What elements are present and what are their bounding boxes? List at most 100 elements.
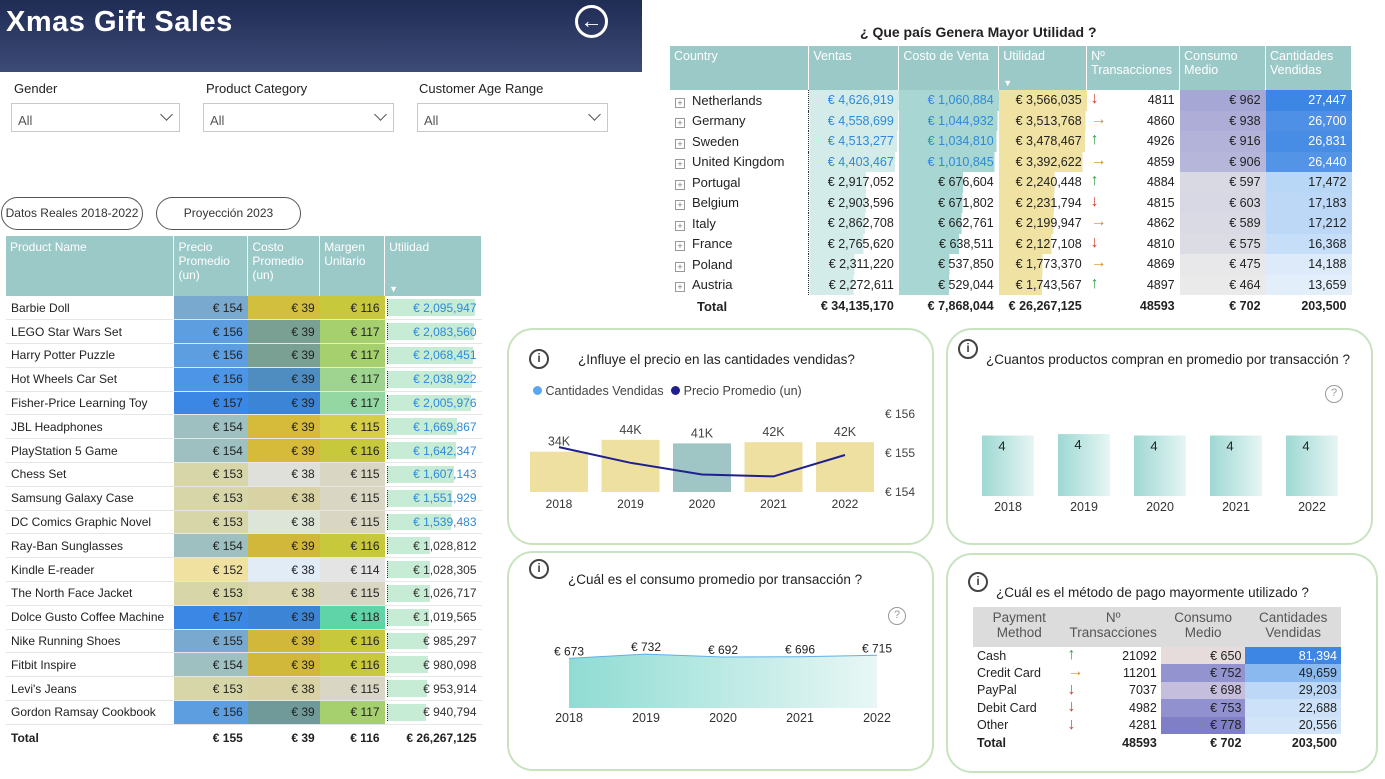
col-consumo-medio[interactable]: Consumo Medio [1160,607,1246,647]
area-consumo[interactable] [569,654,877,708]
table-row[interactable]: The North Face Jacket € 153 € 38 € 115 € 1,0… [6,581,482,606]
table-row[interactable]: DC Comics Graphic Novel € 153 € 38 € 115 € 1… [6,510,482,535]
expand-icon[interactable]: + [675,159,685,170]
help-icon[interactable]: ? [1325,385,1343,403]
table-row[interactable]: PlayStation 5 Game € 154 € 39 € 116 € 1,642,… [6,438,482,464]
expand-icon[interactable]: + [675,261,685,272]
col-costo-venta[interactable]: Costo de Venta [898,46,1000,90]
table-row[interactable]: + United Kingdom € 4,403,467 € 1,010,845 € 3… [670,151,1352,173]
col-country[interactable]: Country [670,46,810,90]
country-name[interactable]: + Austria [670,275,809,296]
col-product-name[interactable]: Product Name [6,236,175,296]
table-row[interactable]: + Sweden € 4,513,277 € 1,034,810 € 3,478,467… [670,131,1352,152]
bar-productos[interactable] [982,435,1034,496]
country-name[interactable]: + France [670,234,809,255]
trend-down-arrow-icon: ↓ [1067,680,1076,698]
col-costo[interactable]: Costo Promedio (un) [247,236,321,296]
table-row[interactable]: Hot Wheels Car Set € 156 € 39 € 117 € 2,038,… [6,367,482,392]
table-row[interactable]: + Germany € 4,558,699 € 1,044,932 € 3,513,76… [670,110,1352,132]
table-row[interactable]: Credit Card → 11201 € 752 49,659 [973,664,1341,682]
costo-cell: € 39 [247,391,320,416]
table-row[interactable]: + Portugal € 2,917,052 € 676,604 € 2,240,448… [670,172,1352,193]
table-row[interactable]: Samsung Galaxy Case € 153 € 38 € 115 € 1,551… [6,486,482,511]
table-row[interactable]: + Italy € 2,862,708 € 662,761 € 2,199,947 → 48… [670,213,1352,234]
bar-productos[interactable] [1210,435,1262,496]
col-payment-method[interactable]: Payment Method [973,607,1066,647]
table-row[interactable]: Fitbit Inspire € 154 € 39 € 116 € 980,098 [6,652,482,678]
info-icon[interactable]: i [958,339,978,359]
projection-button[interactable]: Proyección 2023 [156,197,301,230]
country-label: Netherlands [692,92,763,108]
bar-cantidades[interactable] [673,443,731,492]
expand-icon[interactable]: + [675,200,685,211]
bar-productos[interactable] [1134,435,1186,496]
precio-cell: € 152 [173,557,248,583]
country-name[interactable]: + Portugal [670,172,809,193]
col-ventas[interactable]: Ventas [808,46,900,90]
bar-productos[interactable] [1286,435,1338,496]
col-utilidad[interactable]: Utilidad ▼ [384,236,482,296]
gender-dropdown[interactable]: All [11,103,180,132]
table-row[interactable]: Other ↓ 4281 € 778 20,556 [973,716,1341,734]
category-dropdown[interactable]: All [203,103,394,132]
col-cantidades[interactable]: Cantidades Vendidas [1265,46,1352,90]
col-transacciones[interactable]: Nº Transacciones [1065,607,1161,647]
table-row[interactable]: Barbie Doll € 154 € 39 € 116 € 2,095,947 [6,296,482,321]
col-margen[interactable]: Margen Unitario [319,236,386,296]
table-row[interactable]: Kindle E-reader € 152 € 38 € 114 € 1,028,305 [6,557,482,583]
expand-icon[interactable]: + [675,118,685,129]
country-name[interactable]: + Sweden [670,131,809,152]
age-range-dropdown[interactable]: All [417,103,608,132]
table-row[interactable]: + Netherlands € 4,626,919 € 1,060,884 € 3,56… [670,90,1352,111]
table-row[interactable]: Debit Card ↓ 4982 € 753 22,688 [973,699,1341,717]
expand-icon[interactable]: + [675,179,685,190]
bar-productos[interactable] [1058,434,1110,496]
table-row[interactable]: Dolce Gusto Coffee Machine € 157 € 39 € 118… [6,605,482,630]
table-row[interactable]: Fisher-Price Learning Toy € 157 € 39 € 117 €… [6,391,482,416]
table-row[interactable]: + Belgium € 2,903,596 € 671,802 € 2,231,794 ↓… [670,192,1352,214]
country-name[interactable]: + Italy [670,213,809,234]
table-row[interactable]: PayPal ↓ 7037 € 698 29,203 [973,680,1341,700]
consumo-cell: € 753 [1160,699,1246,717]
expand-icon[interactable]: + [675,97,685,108]
trend-up-arrow-icon: ↑ [1090,131,1099,148]
table-row[interactable]: Harry Potter Puzzle € 156 € 39 € 117 € 2,068… [6,343,482,368]
bar-cantidades[interactable] [530,451,588,492]
table-row[interactable]: Cash ↑ 21092 € 650 81,394 [973,647,1341,665]
table-row[interactable]: JBL Headphones € 154 € 39 € 115 € 1,669,867 [6,414,482,440]
col-transacciones[interactable]: Nº Transacciones [1086,46,1181,90]
table-row[interactable]: Ray-Ban Sunglasses € 154 € 39 € 116 € 1,028,… [6,533,482,559]
country-name[interactable]: + Poland [670,254,809,275]
col-cantidades[interactable]: Cantidades Vendidas [1245,607,1341,647]
back-button[interactable]: ← [575,5,608,38]
real-data-button[interactable]: Datos Reales 2018-2022 [1,197,143,230]
country-name[interactable]: + Germany [670,111,809,132]
country-name[interactable]: + United Kingdom [670,152,809,173]
table-row[interactable]: + Austria € 2,272,611 € 529,044 € 1,743,567 ↑… [670,274,1352,296]
table-row[interactable]: LEGO Star Wars Set € 156 € 39 € 117 € 2,083,… [6,319,482,345]
help-icon[interactable]: ? [888,607,906,625]
expand-icon[interactable]: + [675,138,685,149]
col-consumo-medio[interactable]: Consumo Medio [1179,46,1267,90]
expand-icon[interactable]: + [675,282,685,293]
expand-icon[interactable]: + [675,241,685,252]
expand-icon[interactable]: + [675,220,685,231]
table-row[interactable]: + Poland € 2,311,220 € 537,850 € 1,773,370 → 4… [670,254,1352,275]
info-icon[interactable]: i [529,559,549,579]
info-icon[interactable]: i [968,572,988,592]
col-precio[interactable]: Precio Promedio (un) [173,236,249,296]
table-row[interactable]: Gordon Ramsay Cookbook € 156 € 39 € 117 € 94… [6,700,482,725]
table-row[interactable]: Levi's Jeans € 153 € 38 € 115 € 953,914 [6,676,482,702]
line-precio-promedio[interactable] [558,446,846,478]
info-icon[interactable]: i [529,349,549,369]
col-utilidad[interactable]: Utilidad ▼ [998,46,1088,90]
bar-cantidades[interactable] [816,442,874,492]
table-row[interactable]: Nike Running Shoes € 155 € 39 € 116 € 985,29… [6,629,482,654]
precio-cell: € 153 [173,676,248,702]
bar-cantidades[interactable] [744,442,803,492]
table-row[interactable]: + France € 2,765,620 € 638,511 € 2,127,108 ↓ 4… [670,233,1352,255]
table-row[interactable]: Chess Set € 153 € 38 € 115 € 1,607,143 [6,462,482,487]
country-name[interactable]: + Netherlands [670,90,809,111]
country-name[interactable]: + Belgium [670,193,809,214]
ventas-cell: € 4,626,919 [808,90,899,111]
